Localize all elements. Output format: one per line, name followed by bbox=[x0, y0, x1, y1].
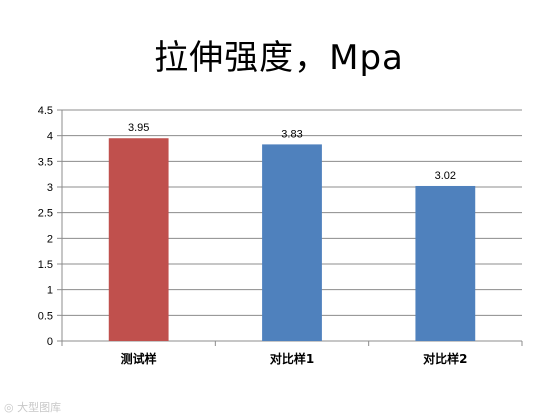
bar bbox=[415, 185, 476, 341]
category-label: 测试样 bbox=[121, 351, 157, 366]
y-tick-label: 0.5 bbox=[38, 310, 53, 322]
y-tick-label: 2.5 bbox=[38, 208, 53, 220]
y-tick-label: 4 bbox=[47, 131, 53, 143]
y-tick-label: 3 bbox=[47, 182, 53, 194]
data-label: 3.95 bbox=[128, 122, 149, 134]
watermark: ◎ 大型图库 bbox=[4, 399, 61, 415]
y-tick-label: 1 bbox=[47, 285, 53, 297]
y-tick-label: 1.5 bbox=[38, 259, 53, 271]
chart-title: 拉伸强度，Mpa bbox=[154, 38, 404, 78]
bar bbox=[262, 144, 322, 341]
data-label: 3.02 bbox=[435, 170, 456, 182]
camera-icon: ◎ bbox=[4, 401, 14, 414]
y-tick-label: 3.5 bbox=[38, 156, 53, 168]
data-label: 3.83 bbox=[281, 128, 302, 140]
y-tick-label: 4.5 bbox=[38, 105, 53, 117]
bar bbox=[108, 138, 169, 341]
y-tick-label: 2 bbox=[47, 233, 53, 245]
y-tick-label: 0 bbox=[47, 336, 53, 348]
category-label: 对比样2 bbox=[423, 351, 467, 366]
watermark-text: 大型图库 bbox=[17, 401, 62, 414]
category-label: 对比样1 bbox=[270, 351, 314, 366]
